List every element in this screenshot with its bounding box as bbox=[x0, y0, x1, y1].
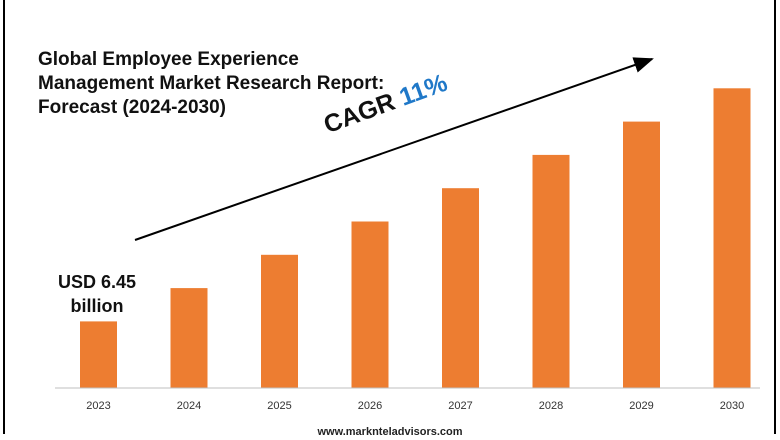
x-tick-2023: 2023 bbox=[86, 400, 110, 412]
footer-url: www.marknteladvisors.com bbox=[317, 426, 463, 438]
x-tick-2027: 2027 bbox=[448, 400, 472, 412]
bar-2028 bbox=[532, 154, 570, 388]
chart-title-line-1: Global Employee Experience bbox=[38, 49, 299, 70]
x-tick-2030: 2030 bbox=[720, 400, 744, 412]
chart-title: Global Employee Experience Management Ma… bbox=[38, 48, 385, 120]
chart-frame bbox=[3, 0, 776, 434]
bar-2026 bbox=[351, 221, 389, 388]
bar-2029 bbox=[623, 121, 660, 388]
x-tick-2029: 2029 bbox=[629, 400, 653, 412]
bar-2027 bbox=[442, 188, 479, 388]
x-tick-2024: 2024 bbox=[177, 400, 201, 412]
start-value-label: USD 6.45 billion bbox=[52, 270, 142, 318]
bar-2025 bbox=[261, 254, 298, 388]
start-value-line-2: billion bbox=[70, 296, 124, 316]
bar-2023 bbox=[80, 321, 117, 388]
x-tick-2025: 2025 bbox=[267, 400, 291, 412]
bar-2030 bbox=[713, 88, 751, 389]
chart-title-line-2: Management Market Research Report: bbox=[38, 73, 385, 94]
x-tick-2026: 2026 bbox=[358, 400, 382, 412]
x-tick-2028: 2028 bbox=[539, 400, 563, 412]
chart-title-line-3: Forecast (2024-2030) bbox=[38, 97, 226, 118]
growth-arrow bbox=[134, 57, 654, 241]
bar-2024 bbox=[170, 288, 208, 388]
start-value-line-1: USD 6.45 bbox=[57, 272, 137, 292]
